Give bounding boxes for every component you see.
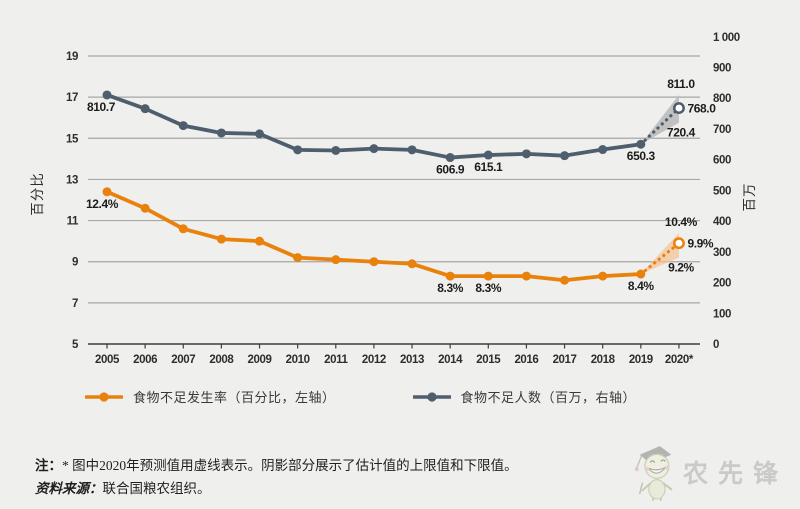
svg-text:768.0: 768.0 (687, 102, 716, 116)
legend-label-number: 食物不足人数（百万，右轴） (460, 390, 637, 405)
svg-text:2005: 2005 (95, 354, 120, 366)
svg-text:650.3: 650.3 (627, 149, 656, 163)
svg-text:8.4%: 8.4% (628, 279, 654, 293)
footnotes: 注：* 图中2020年预测值用虚线表示。阴影部分展示了估计值的上限值和下限值。 … (35, 454, 518, 500)
svg-text:2008: 2008 (209, 354, 234, 366)
svg-text:810.7: 810.7 (87, 100, 116, 114)
svg-text:7: 7 (72, 298, 78, 310)
svg-text:300: 300 (713, 247, 731, 259)
svg-text:700: 700 (713, 124, 731, 136)
svg-text:500: 500 (713, 185, 731, 197)
svg-text:9: 9 (72, 257, 78, 269)
svg-text:2007: 2007 (171, 354, 195, 366)
svg-text:9.2%: 9.2% (668, 261, 694, 275)
svg-text:8.3%: 8.3% (475, 281, 501, 295)
note-line: 注：* 图中2020年预测值用虚线表示。阴影部分展示了估计值的上限值和下限值。 (35, 454, 518, 477)
source-line: 资料来源：联合国粮农组织。 (35, 477, 518, 500)
svg-text:17: 17 (66, 92, 78, 104)
slate-line-marker-icon (412, 391, 451, 402)
svg-text:811.0: 811.0 (667, 77, 695, 91)
svg-text:8.3%: 8.3% (437, 281, 463, 295)
svg-text:15: 15 (66, 133, 79, 145)
svg-text:2015: 2015 (476, 354, 501, 366)
svg-text:2012: 2012 (362, 354, 386, 366)
legend-item-prevalence: 食物不足发生率（百分比，左轴） (84, 387, 336, 406)
svg-text:600: 600 (713, 155, 731, 167)
svg-text:2009: 2009 (248, 354, 272, 366)
source-text: 联合国粮农组织。 (102, 481, 211, 496)
svg-text:800: 800 (713, 93, 731, 105)
svg-text:1 000: 1 000 (713, 32, 740, 44)
svg-text:615.1: 615.1 (474, 160, 503, 174)
svg-text:10.4%: 10.4% (665, 215, 698, 229)
svg-text:13: 13 (66, 174, 78, 186)
svg-text:11: 11 (67, 216, 79, 228)
svg-text:2020*: 2020* (665, 354, 694, 366)
svg-text:2018: 2018 (591, 354, 616, 366)
svg-text:19: 19 (66, 51, 78, 63)
svg-text:2019: 2019 (629, 354, 653, 366)
watermark-text: 农先锋 (682, 461, 788, 488)
legend-item-number: 食物不足人数（百万，右轴） (412, 387, 637, 406)
svg-text:2010: 2010 (286, 354, 310, 366)
note-text: * 图中2020年预测值用虚线表示。阴影部分展示了估计值的上限值和下限值。 (62, 458, 518, 473)
svg-text:2014: 2014 (438, 354, 463, 366)
svg-text:0: 0 (713, 339, 719, 351)
chart-area: 19 17 15 13 11 9 7 5 2005 2006 2007 2008 2009 2010 201… (30, 32, 757, 366)
graduate-mascot-icon (634, 446, 673, 501)
svg-text:200: 200 (713, 278, 731, 290)
legend-label-prevalence: 食物不足发生率（百分比，左轴） (133, 390, 336, 405)
svg-text:百万: 百万 (742, 183, 757, 212)
source-prefix: 资料来源： (35, 481, 103, 496)
svg-text:2006: 2006 (133, 354, 157, 366)
orange-line-marker-icon (85, 391, 123, 402)
svg-text:2013: 2013 (400, 354, 424, 366)
svg-text:百分比: 百分比 (30, 172, 45, 216)
svg-text:12.4%: 12.4% (86, 197, 119, 211)
svg-text:720.4: 720.4 (667, 126, 696, 140)
svg-text:2017: 2017 (553, 354, 577, 366)
svg-text:100: 100 (713, 308, 731, 320)
svg-text:5: 5 (72, 339, 79, 351)
svg-text:900: 900 (713, 63, 731, 75)
note-prefix: 注： (35, 458, 62, 473)
chart-legend: 食物不足发生率（百分比，左轴） 食物不足人数（百万，右轴） (84, 387, 636, 406)
svg-text:606.9: 606.9 (436, 163, 465, 177)
dual-axis-line-chart: 19 17 15 13 11 9 7 5 2005 2006 2007 2008 2009 2010 201… (30, 32, 757, 366)
svg-text:2016: 2016 (514, 354, 538, 366)
watermark: 农先锋 (631, 441, 788, 503)
svg-text:9.9%: 9.9% (687, 237, 713, 251)
svg-text:400: 400 (713, 216, 731, 228)
svg-text:2011: 2011 (324, 354, 348, 366)
